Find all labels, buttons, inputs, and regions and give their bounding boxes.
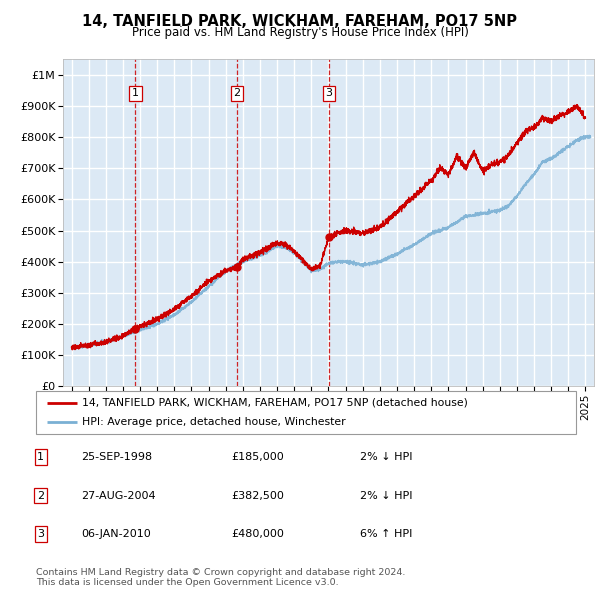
Text: £382,500: £382,500 [231, 491, 284, 500]
Text: HPI: Average price, detached house, Winchester: HPI: Average price, detached house, Winc… [82, 417, 346, 427]
Text: 3: 3 [325, 88, 332, 99]
FancyBboxPatch shape [36, 391, 576, 434]
Point [232, 263, 242, 272]
Text: 2% ↓ HPI: 2% ↓ HPI [360, 453, 413, 462]
Text: 3: 3 [37, 529, 44, 539]
Text: 14, TANFIELD PARK, WICKHAM, FAREHAM, PO17 5NP (detached house): 14, TANFIELD PARK, WICKHAM, FAREHAM, PO1… [82, 398, 468, 408]
Text: 25-SEP-1998: 25-SEP-1998 [81, 453, 152, 462]
Text: 06-JAN-2010: 06-JAN-2010 [81, 529, 151, 539]
Text: 2: 2 [37, 491, 44, 500]
Text: 6% ↑ HPI: 6% ↑ HPI [360, 529, 412, 539]
Text: 1: 1 [37, 453, 44, 462]
Text: £480,000: £480,000 [231, 529, 284, 539]
Text: 14, TANFIELD PARK, WICKHAM, FAREHAM, PO17 5NP: 14, TANFIELD PARK, WICKHAM, FAREHAM, PO1… [83, 14, 517, 30]
Text: 27-AUG-2004: 27-AUG-2004 [81, 491, 155, 500]
Text: 2% ↓ HPI: 2% ↓ HPI [360, 491, 413, 500]
Text: £185,000: £185,000 [231, 453, 284, 462]
Text: 2: 2 [233, 88, 241, 99]
Text: Price paid vs. HM Land Registry's House Price Index (HPI): Price paid vs. HM Land Registry's House … [131, 26, 469, 39]
Point [324, 232, 334, 241]
Point [131, 324, 140, 333]
Text: Contains HM Land Registry data © Crown copyright and database right 2024.
This d: Contains HM Land Registry data © Crown c… [36, 568, 406, 587]
Text: 1: 1 [132, 88, 139, 99]
